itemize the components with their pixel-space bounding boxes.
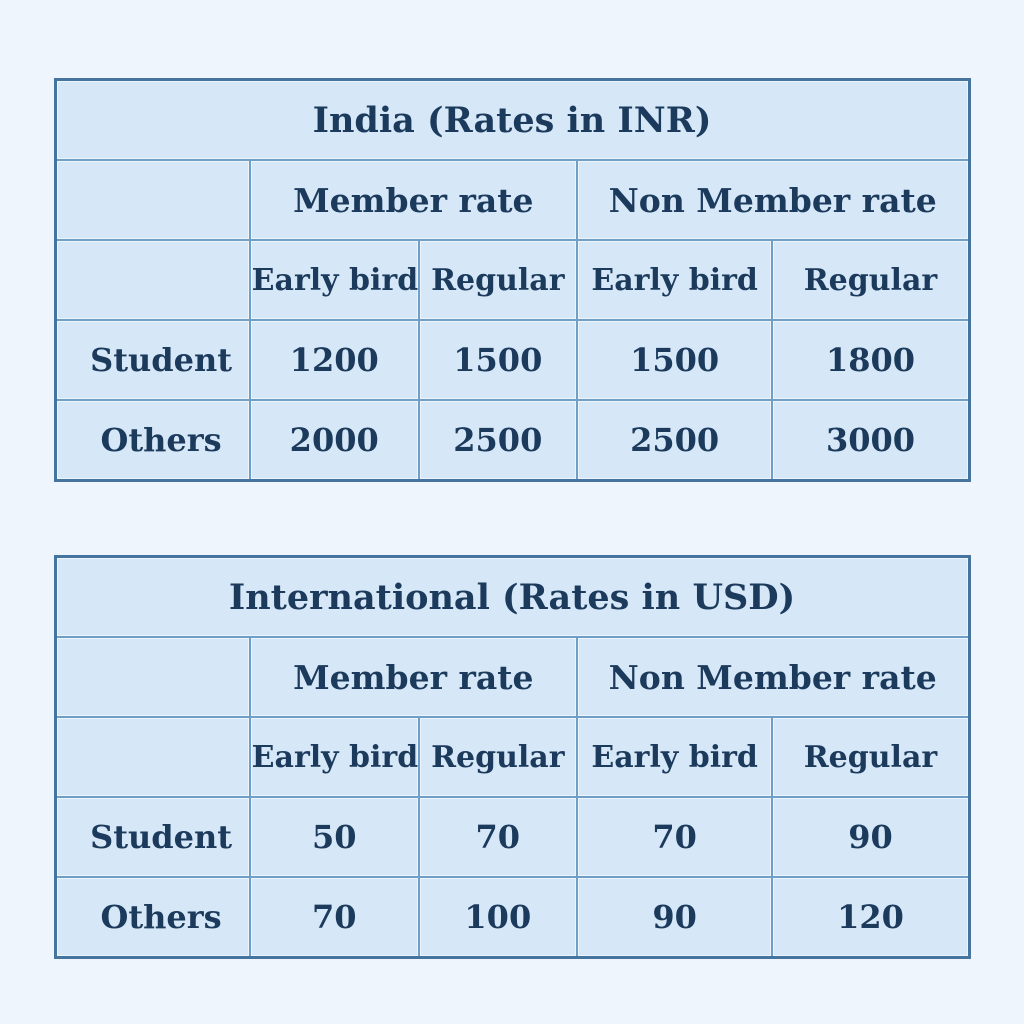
row-label-others: Others (54, 876, 251, 959)
sub-header-non-member-regular: Regular (771, 716, 970, 798)
group-header-non-member: Non Member rate (575, 636, 971, 718)
corner-cell (54, 159, 251, 241)
rate-cell: 2000 (248, 399, 420, 482)
india-rates-table: India (Rates in INR) Member rate Non Mem… (53, 78, 971, 482)
rate-cell: 70 (248, 876, 420, 959)
rate-cell: 3000 (771, 399, 970, 482)
rate-cell: 1500 (417, 319, 578, 401)
table-title: India (Rates in INR) (54, 78, 970, 161)
sub-header-member-regular: Regular (417, 716, 578, 798)
rate-cell: 90 (771, 796, 970, 878)
rate-cell: 120 (771, 876, 970, 959)
rate-cell: 100 (417, 876, 578, 959)
group-header-member: Member rate (248, 636, 578, 718)
group-header-member: Member rate (248, 159, 578, 241)
table-row: Others 2000 2500 2500 3000 (54, 399, 970, 482)
row-label-student: Student (54, 319, 251, 401)
table-row: Student 1200 1500 1500 1800 (54, 319, 970, 401)
rate-cell: 1500 (575, 319, 774, 401)
rate-cell: 1200 (248, 319, 420, 401)
sub-header-member-regular: Regular (417, 239, 578, 321)
table-title: International (Rates in USD) (54, 555, 970, 638)
sub-header-member-early-bird: Early bird (248, 239, 420, 321)
table-row: Others 70 100 90 120 (54, 876, 970, 959)
table-row: Student 50 70 70 90 (54, 796, 970, 878)
rate-cell: 70 (417, 796, 578, 878)
sub-header-non-member-early-bird: Early bird (575, 239, 774, 321)
rate-cell: 70 (575, 796, 774, 878)
row-label-others: Others (54, 399, 251, 482)
group-header-non-member: Non Member rate (575, 159, 971, 241)
corner-cell (54, 716, 251, 798)
rate-cell: 50 (248, 796, 420, 878)
corner-cell (54, 636, 251, 718)
corner-cell (54, 239, 251, 321)
sub-header-member-early-bird: Early bird (248, 716, 420, 798)
sub-header-non-member-regular: Regular (771, 239, 970, 321)
page: India (Rates in INR) Member rate Non Mem… (53, 78, 971, 959)
row-label-student: Student (54, 796, 251, 878)
sub-header-non-member-early-bird: Early bird (575, 716, 774, 798)
rate-cell: 2500 (417, 399, 578, 482)
international-rates-table: International (Rates in USD) Member rate… (53, 555, 971, 959)
rate-cell: 2500 (575, 399, 774, 482)
rate-cell: 90 (575, 876, 774, 959)
rate-cell: 1800 (771, 319, 970, 401)
